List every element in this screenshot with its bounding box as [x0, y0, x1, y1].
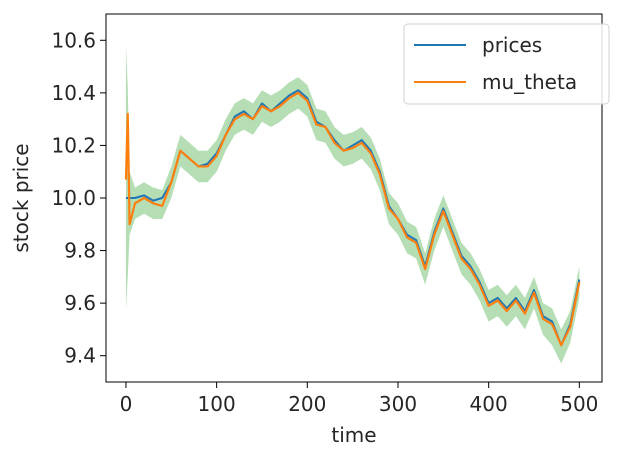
x-tick-label: 200 [288, 392, 326, 416]
y-tick-label: 9.8 [64, 239, 96, 263]
y-axis: 9.4 9.6 9.8 10.0 10.2 10.4 10.6 [51, 28, 106, 368]
confidence-band-layer [125, 45, 580, 364]
y-axis-label: stock price [9, 143, 33, 252]
x-axis: 0 100 200 300 400 500 [120, 382, 598, 416]
y-tick-label: 10.4 [51, 81, 96, 105]
series-line-mu-theta [124, 91, 581, 347]
x-tick-label: 500 [560, 392, 598, 416]
legend: prices mu_theta [403, 23, 610, 105]
x-axis-label: time [331, 423, 376, 447]
x-tick-label: 100 [198, 392, 236, 416]
x-tick-label: 0 [120, 392, 133, 416]
confidence-band [125, 45, 580, 364]
y-tick-label: 9.4 [64, 344, 96, 368]
series-layer [124, 89, 581, 347]
y-tick-label: 10.6 [51, 28, 96, 52]
y-tick-label: 10.2 [51, 133, 96, 157]
x-tick-label: 400 [470, 392, 508, 416]
y-tick-label: 10.0 [51, 186, 96, 210]
y-tick-label: 9.6 [64, 291, 96, 315]
x-tick-label: 300 [379, 392, 417, 416]
legend-label-mu-theta: mu_theta [482, 70, 577, 94]
legend-label-prices: prices [482, 33, 542, 57]
